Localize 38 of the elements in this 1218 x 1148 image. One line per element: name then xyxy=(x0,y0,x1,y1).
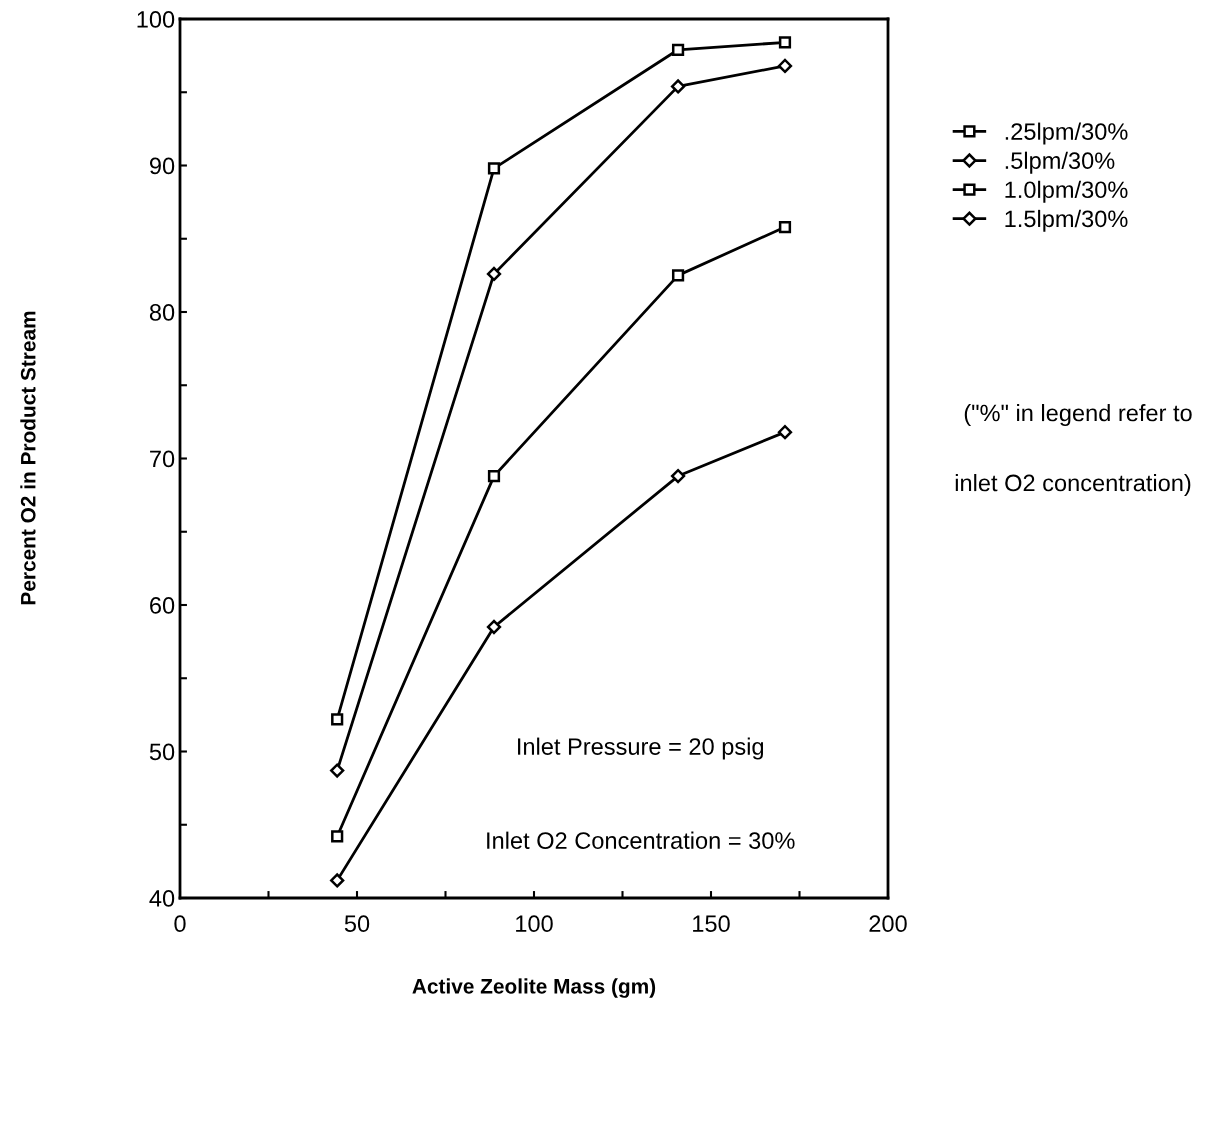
point xyxy=(486,619,502,635)
x-tick-label: 150 xyxy=(693,915,730,933)
point xyxy=(777,424,793,440)
point xyxy=(486,266,502,282)
x-tick-label: 50 xyxy=(344,915,370,933)
point xyxy=(671,269,685,282)
point xyxy=(777,58,793,74)
point xyxy=(330,763,345,778)
y-tick-label: 90 xyxy=(149,157,175,175)
y-tick-label: 60 xyxy=(150,597,175,614)
x-axis-title: Active Zeolite Mass (gm) xyxy=(412,978,656,998)
text: ("%" in legend refer to xyxy=(964,404,1192,427)
legend-label: 1.0lpm/30% xyxy=(1005,180,1128,203)
point xyxy=(487,469,501,483)
y-tick-label: 70 xyxy=(150,450,175,468)
point xyxy=(670,468,686,484)
point xyxy=(487,162,501,175)
y-axis-title: Percent O2 in Product Stream xyxy=(20,311,36,605)
point xyxy=(670,79,686,94)
y-tick-label: 50 xyxy=(149,743,175,761)
point xyxy=(331,830,344,843)
point xyxy=(778,36,792,49)
legend-label: .25lpm/30% xyxy=(1005,122,1128,145)
text: inlet O2 concentration) xyxy=(955,473,1191,496)
x-tick-label: 100 xyxy=(516,915,553,933)
annotation: Inlet Pressure = 20 psig xyxy=(518,737,764,760)
x-tick-label: 0 xyxy=(174,915,186,933)
x-tick-label: 200 xyxy=(869,915,907,933)
y-tick-label: 40 xyxy=(149,890,175,907)
y-tick-label: 100 xyxy=(137,11,175,28)
point xyxy=(330,873,345,888)
legend-label: 1.5lpm/30% xyxy=(1005,209,1128,232)
point xyxy=(671,43,685,56)
point xyxy=(778,220,792,234)
y-tick-label: 80 xyxy=(149,304,175,321)
legend-label: .5lpm/30% xyxy=(1005,151,1115,174)
point xyxy=(331,713,344,726)
annotation: Inlet O2 Concentration = 30% xyxy=(487,831,795,849)
